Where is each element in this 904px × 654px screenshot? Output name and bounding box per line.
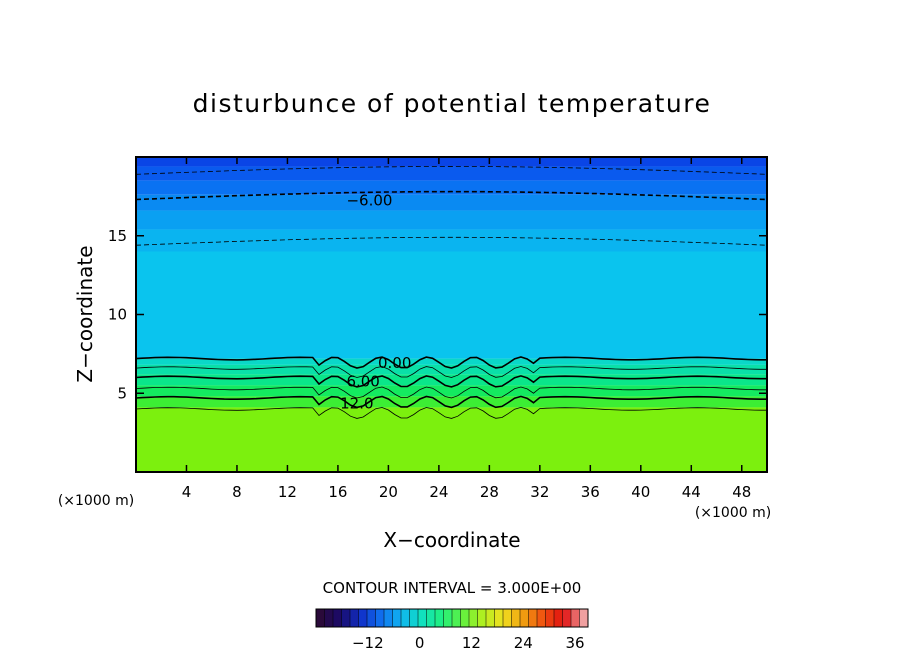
colorbar-cell-15 [443,609,453,627]
colorbar-cell-20 [486,609,495,627]
contour-label-2: 6.00 [346,373,379,391]
colorbar-ticks: −12 0 12 24 36 [352,634,585,652]
x-tick-label-8: 36 [581,483,600,501]
colorbar-cell-6 [367,609,376,627]
colorbar-cell-5 [358,609,368,627]
colorbar-cell-19 [477,609,487,627]
contour-line-4 [135,366,767,378]
x-tick-label-1: 8 [232,483,242,501]
x-axis-ticks: 4 8 12 16 20 24 28 32 36 40 44 48 [182,157,751,501]
field-layer-1 [136,166,767,181]
x-tick-label-4: 20 [379,483,398,501]
colorbar-cell-7 [375,609,385,627]
x-tick-label-6: 28 [480,483,499,501]
colorbar-frame [315,608,589,628]
colorbar-cell-29 [562,609,572,627]
colorbar-cell-13 [426,609,436,627]
contour-line-8 [135,406,767,419]
x-tick-label-5: 24 [429,483,448,501]
colorbar-cell-1 [324,609,334,627]
field-layer-7 [136,358,767,365]
colorbar-cell-18 [469,609,478,627]
field-layer-2 [136,180,767,195]
colorbar-tick-label-0: −12 [352,634,384,652]
colorbar-cell-31 [579,609,589,627]
field-layer-8 [136,364,767,375]
x-unit-right: (×1000 m) [695,505,771,521]
contour-label-1: 0.00 [378,354,411,372]
field-layer-4 [136,210,767,230]
colorbar-cell-30 [571,609,580,627]
field-layer-0 [136,157,767,167]
contour-labels: −6.00 0.006.00 12.0 [340,192,411,413]
colorbar-cell-0 [316,609,325,627]
x-tick-label-11: 48 [732,483,751,501]
colorbar-cell-25 [528,609,538,627]
colorbar-cell-12 [418,609,427,627]
contour-lines [135,165,768,419]
colorbar-cell-4 [350,609,359,627]
field-layer-6 [136,251,767,359]
contour-line-0 [135,165,768,175]
field-layer-10 [136,385,767,397]
contour-line-5 [135,375,767,388]
colorbar-cell-28 [554,609,563,627]
colorbar-cell-17 [460,609,470,627]
colorbar-cell-27 [545,609,555,627]
field-layer-5 [136,229,767,252]
colorbar-cell-10 [401,609,410,627]
x-tick-label-9: 40 [631,483,650,501]
colorbar-cell-2 [333,609,342,627]
contour-line-6 [135,386,767,399]
x-tick-label-7: 32 [530,483,549,501]
colorbar-cell-21 [494,609,504,627]
contour-line-3 [135,356,767,369]
chart-title: disturbunce of potential temperature [193,89,712,118]
colorbar-cell-3 [341,609,351,627]
colorbar-tick-label-1: 0 [415,634,425,652]
contour-line-1 [135,190,768,201]
contour-line-2 [135,236,768,246]
x-tick-label-10: 44 [682,483,701,501]
colorbar-cell-11 [409,609,419,627]
y-tick-label-1: 10 [108,306,127,324]
field-layer-12 [136,407,767,472]
x-tick-label-0: 4 [182,483,192,501]
colorbar-tick-label-3: 24 [514,634,533,652]
y-axis-label: Z−coordinate [73,245,97,382]
colorbar-cell-22 [503,609,512,627]
colorbar-tick-label-4: 36 [566,634,585,652]
field-layer-9 [136,374,767,386]
y-tick-label-2: 15 [108,227,127,245]
colorbar-cell-16 [452,609,461,627]
contour-line-7 [135,395,767,409]
x-tick-label-2: 12 [278,483,297,501]
colorbar-cell-23 [511,609,521,627]
colorbar-cell-24 [520,609,529,627]
colorbar-cell-14 [435,609,444,627]
contour-interval-text: CONTOUR INTERVAL = 3.000E+00 [323,579,582,597]
y-axis-ticks: 5 10 15 [108,227,767,402]
colorbar-cell-26 [537,609,546,627]
colorbar-cell-9 [392,609,402,627]
x-tick-label-3: 16 [328,483,347,501]
colorbar-tick-label-2: 12 [462,634,481,652]
color-field [136,157,767,472]
colorbar [315,608,589,628]
y-tick-label-0: 5 [117,384,127,402]
x-axis-label: X−coordinate [383,528,520,552]
contour-label-0: −6.00 [346,192,392,210]
contour-label-3: 12.0 [340,395,373,413]
field-layer-3 [136,194,767,211]
x-unit-left: (×1000 m) [58,493,134,509]
field-layer-11 [136,396,767,408]
colorbar-cell-8 [384,609,393,627]
